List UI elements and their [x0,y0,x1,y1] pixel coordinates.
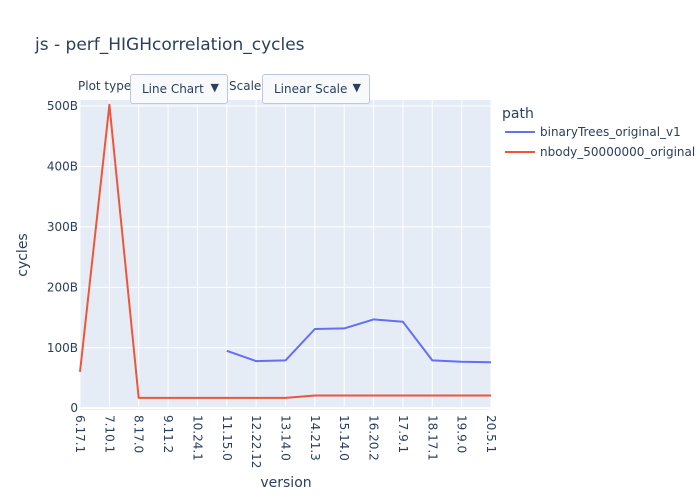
y-tick-label: 300B [47,220,78,234]
x-tick-label: 10.24.1 [190,415,204,461]
y-tick-label: 200B [47,280,78,294]
x-tick-label: 6.17.1 [73,415,87,453]
series-line-nbody_50000000_original [79,103,491,399]
plot-type-label: Plot type: [78,79,136,93]
y-tick-label: 100B [47,341,78,355]
x-tick-label: 17.9.1 [396,415,410,453]
chevron-down-icon: ▼ [352,81,361,94]
scale-label: Scale: [229,79,266,93]
x-tick-label: 7.10.1 [102,415,116,453]
x-tick-label: 8.17.0 [132,415,146,453]
x-tick-label: 13.14.0 [279,415,293,461]
legend: binaryTrees_original_v1 nbody_50000000_or… [505,125,695,159]
chevron-down-icon: ▼ [210,81,219,94]
y-axis-label: cycles [15,233,31,276]
legend-item-label[interactable]: binaryTrees_original_v1 [540,125,681,139]
scale-value: Linear Scale [274,82,348,96]
series-line-binaryTrees_original_v1 [226,318,492,364]
plot-type-dropdown[interactable]: Line Chart ▼ [130,74,228,104]
x-tick-label: 15.14.0 [337,415,351,461]
series-lines [79,103,492,399]
y-tick-label: 500B [47,99,78,113]
x-tick-label: 18.17.1 [425,415,439,461]
legend-title: path [502,106,534,122]
x-tick-label: 19.9.0 [455,415,469,453]
x-tick-label: 16.20.2 [367,415,381,461]
x-tick-label: 14.21.3 [308,415,322,461]
x-axis-label: version [260,475,311,491]
x-tick-label: 11.15.0 [220,415,234,461]
y-tick-label: 400B [47,159,78,173]
y-tick-labels: 0 100B 200B 300B 400B 500B [47,99,78,415]
x-tick-labels: 6.17.1 7.10.1 8.17.0 9.11.2 10.24.1 11.15.0 12… [73,415,498,468]
x-tick-label: 20.5.1 [484,415,498,453]
gridlines [79,100,492,410]
plot-type-value: Line Chart [142,82,204,96]
y-tick-label: 0 [70,401,78,415]
legend-item-label[interactable]: nbody_50000000_original [540,145,695,159]
chart-title: js - perf_HIGHcorrelation_cycles [34,35,305,55]
x-tick-label: 12.22.12 [249,415,263,468]
scale-dropdown[interactable]: Linear Scale ▼ [262,74,370,104]
x-tick-label: 9.11.2 [161,415,175,453]
